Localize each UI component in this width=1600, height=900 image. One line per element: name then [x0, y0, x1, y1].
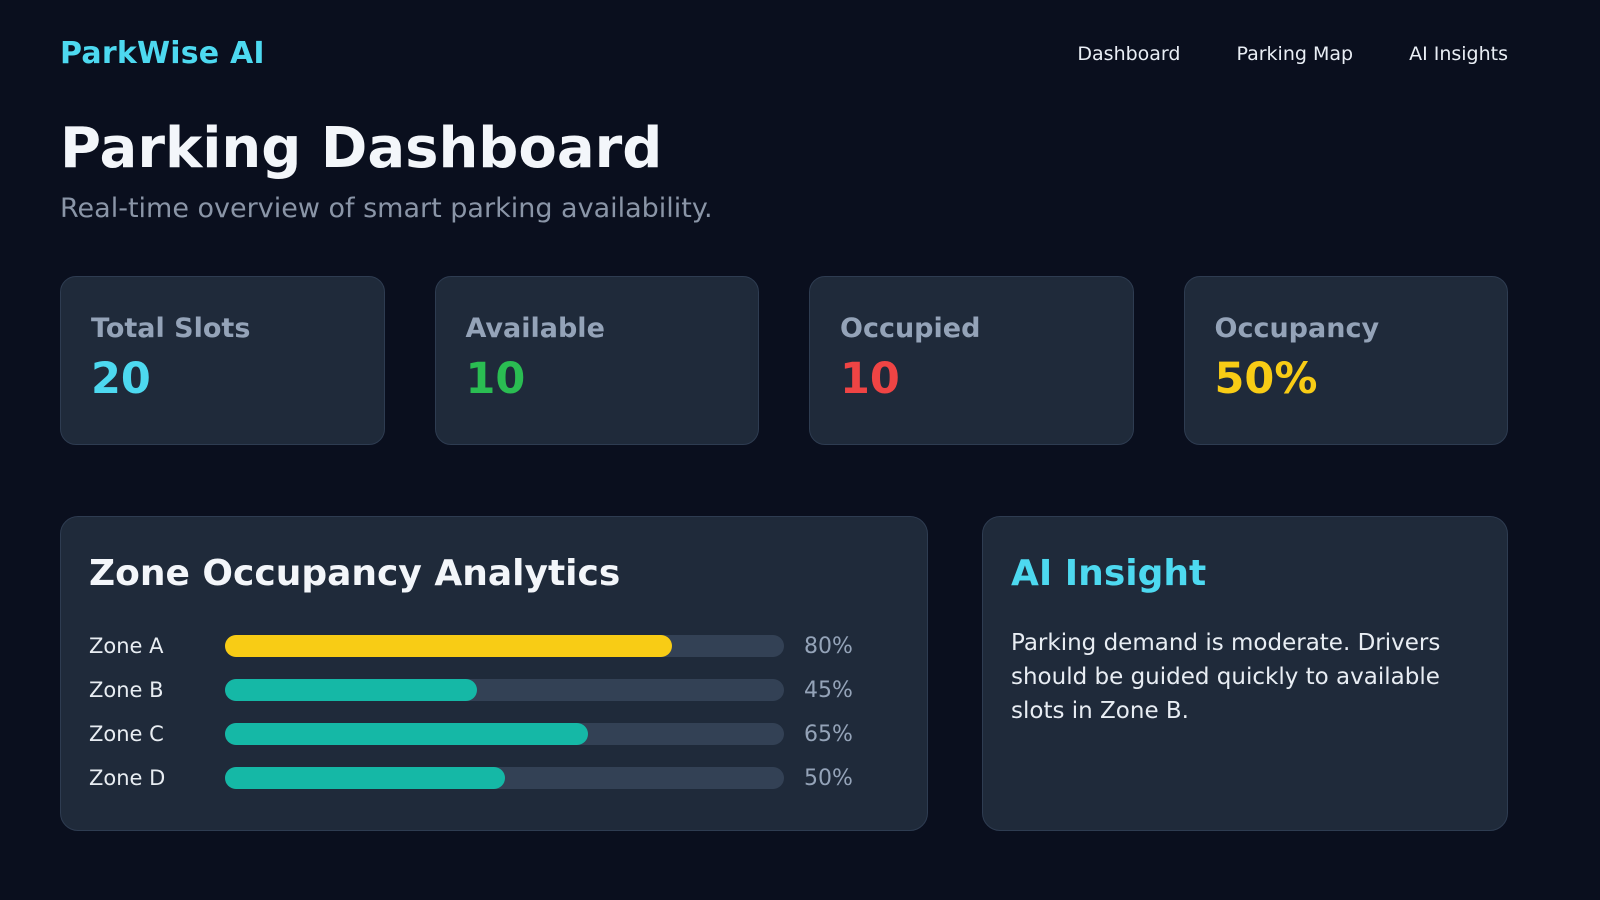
- stat-label: Occupied: [840, 313, 981, 344]
- zone-bar-track: [225, 679, 784, 701]
- ai-insight-body: Parking demand is moderate. Drivers shou…: [1011, 630, 1441, 724]
- page-title: Parking Dashboard: [60, 116, 663, 181]
- stat-card-available: Available 10: [434, 276, 759, 445]
- zone-row-a: Zone A 80%: [89, 624, 899, 668]
- zone-row-b: Zone B 45%: [89, 668, 899, 712]
- zone-bar-fill: [225, 723, 589, 745]
- stat-label: Total Slots: [91, 313, 251, 344]
- zone-bar-chart: Zone A 80% Zone B 45% Zone C: [89, 624, 899, 800]
- nav-menu: Dashboard Parking Map AI Insights: [1077, 43, 1508, 65]
- zone-percent: 80%: [804, 633, 853, 659]
- zone-row-d: Zone D 50%: [89, 756, 899, 800]
- nav-item-parking-map[interactable]: Parking Map: [1236, 42, 1354, 65]
- zone-percent: 65%: [804, 721, 853, 747]
- stat-label: Available: [465, 313, 605, 344]
- stat-value: 50%: [1214, 354, 1318, 404]
- stat-value: 20: [91, 354, 151, 404]
- zone-bar-track: [225, 767, 784, 789]
- zone-bar-track: [225, 635, 784, 657]
- stat-card-occupied: Occupied 10: [809, 276, 1134, 445]
- zone-label: Zone D: [89, 766, 166, 790]
- zone-occupancy-title: Zone Occupancy Analytics: [89, 553, 621, 594]
- stat-label: Occupancy: [1214, 313, 1380, 344]
- stat-card-occupancy: Occupancy 50%: [1183, 276, 1508, 445]
- zone-percent: 50%: [804, 765, 853, 791]
- page: ParkWise AI Dashboard Parking Map AI Ins…: [60, 0, 1508, 831]
- ai-insight-panel: AI Insight Parking demand is moderate. D…: [982, 516, 1508, 831]
- page-subtitle: Real-time overview of smart parking avai…: [60, 193, 713, 224]
- zone-label: Zone A: [89, 634, 164, 658]
- zone-bar-track: [225, 723, 784, 745]
- ai-insight-title: AI Insight: [1011, 553, 1207, 594]
- zone-row-c: Zone C 65%: [89, 712, 899, 756]
- zone-percent: 45%: [804, 677, 853, 703]
- nav-item-dashboard[interactable]: Dashboard: [1077, 42, 1181, 65]
- zone-label: Zone C: [89, 722, 164, 746]
- stat-card-total-slots: Total Slots 20: [60, 276, 385, 445]
- hero: Parking Dashboard Real-time overview of …: [60, 116, 1508, 225]
- brand-logo: ParkWise AI: [60, 36, 265, 71]
- stats-row: Total Slots 20 Available 10 Occupied 10 …: [60, 276, 1508, 445]
- zone-occupancy-panel: Zone Occupancy Analytics Zone A 80% Zone…: [60, 516, 928, 831]
- nav-item-ai-insights[interactable]: AI Insights: [1409, 42, 1508, 65]
- stat-value: 10: [465, 354, 526, 404]
- stat-value: 10: [840, 354, 900, 404]
- zone-bar-fill: [225, 679, 477, 701]
- zone-bar-fill: [225, 635, 673, 657]
- zone-label: Zone B: [89, 678, 164, 702]
- top-nav: ParkWise AI Dashboard Parking Map AI Ins…: [60, 0, 1508, 71]
- zone-bar-fill: [225, 767, 505, 789]
- bottom-section: Zone Occupancy Analytics Zone A 80% Zone…: [60, 516, 1508, 831]
